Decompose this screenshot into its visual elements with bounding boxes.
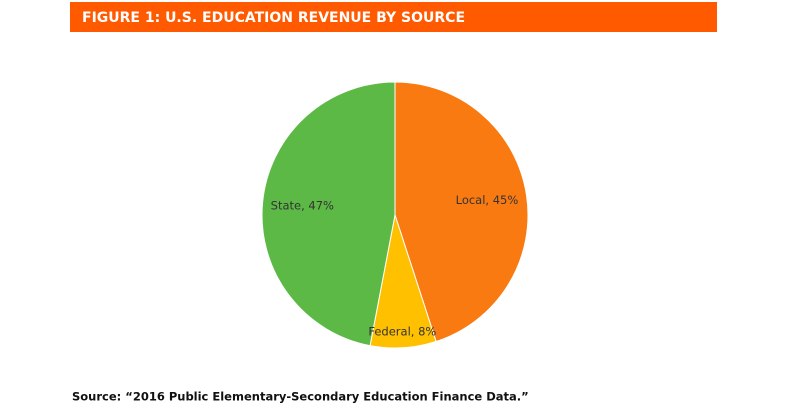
pie-slice <box>394 81 529 343</box>
slice-label: State, 47% <box>271 199 334 213</box>
slice-label: Local, 45% <box>456 193 519 207</box>
chart-title: FIGURE 1: U.S. EDUCATION REVENUE BY SOUR… <box>82 10 465 26</box>
title-bar <box>70 2 717 32</box>
source-note: Source: “2016 Public Elementary-Secondar… <box>72 390 529 404</box>
slice-label: Federal, 8% <box>368 324 436 338</box>
pie-slice <box>261 81 396 347</box>
